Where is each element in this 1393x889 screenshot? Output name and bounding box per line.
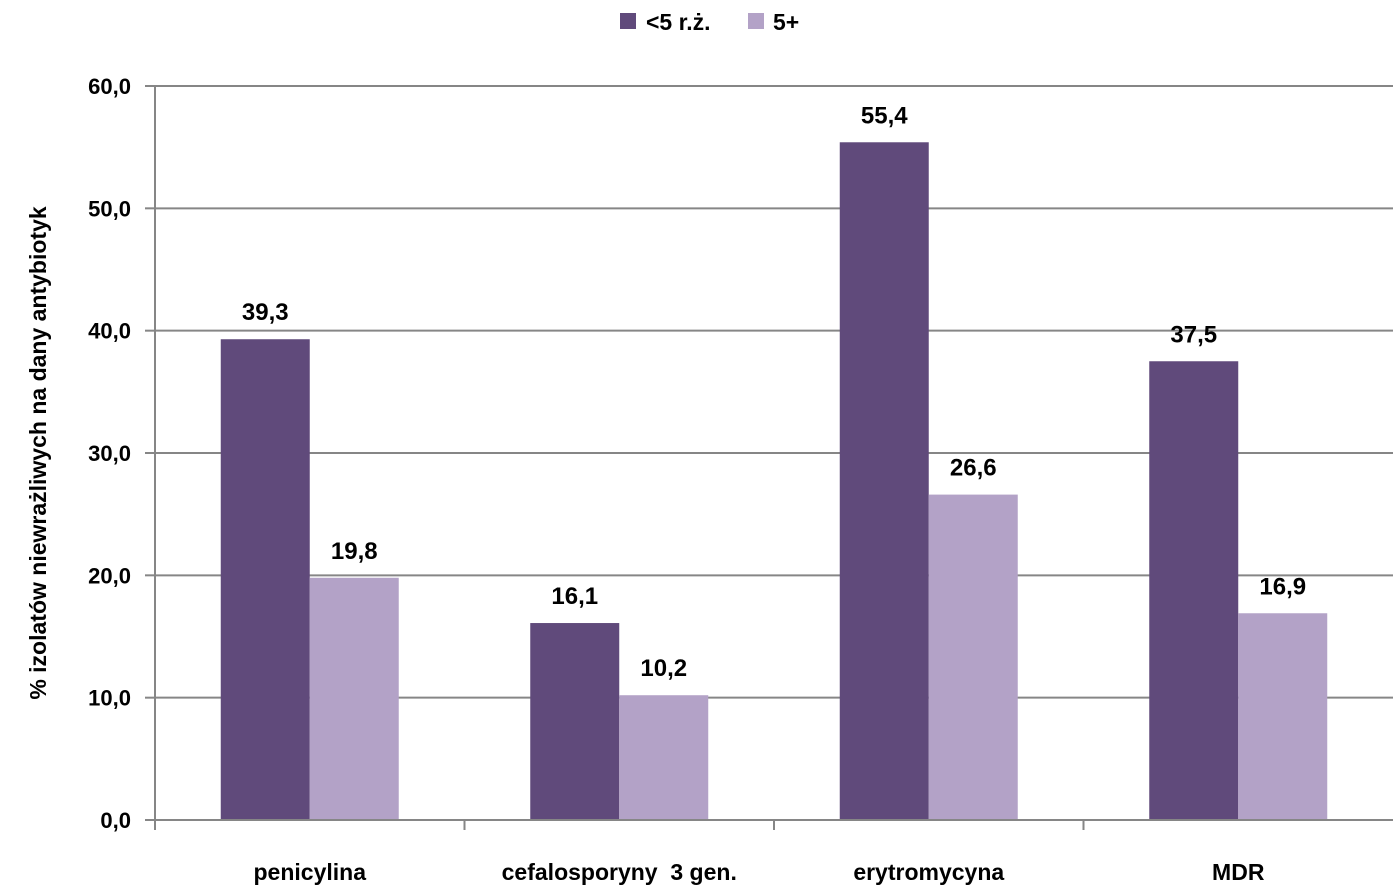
- bar: [309, 577, 399, 820]
- data-label: 55,4: [861, 102, 908, 129]
- bar: [530, 623, 620, 820]
- data-label: 10,2: [640, 655, 687, 682]
- data-label: 26,6: [950, 455, 997, 482]
- y-tick-label: 10,0: [88, 686, 131, 711]
- legend-label: <5 r.ż.: [646, 9, 711, 35]
- x-tick-label: erytromycyna: [853, 859, 1004, 885]
- y-tick-label: 30,0: [88, 441, 131, 466]
- bar: [220, 339, 310, 820]
- y-tick-label: 60,0: [88, 74, 131, 99]
- data-label: 16,1: [551, 583, 598, 610]
- bar: [928, 494, 1018, 820]
- y-tick-label: 50,0: [88, 196, 131, 221]
- data-label: 39,3: [242, 299, 289, 326]
- x-tick-label: MDR: [1212, 859, 1265, 885]
- y-axis-ticks: 0,0 10,0 20,0 30,0 40,0 50,0 60,0: [88, 74, 155, 833]
- legend-swatch: [748, 13, 764, 29]
- axes: [154, 86, 1393, 830]
- data-label: 37,5: [1170, 321, 1217, 348]
- y-tick-label: 0,0: [100, 808, 131, 833]
- data-label: 19,8: [331, 538, 378, 565]
- y-tick-label: 40,0: [88, 319, 131, 344]
- data-label: 16,9: [1259, 573, 1306, 600]
- bar: [839, 142, 929, 821]
- legend-label: 5+: [773, 9, 799, 35]
- x-tick-label: cefalosporyny 3 gen.: [502, 859, 737, 885]
- y-tick-label: 20,0: [88, 563, 131, 588]
- x-tick-label: penicylina: [254, 859, 367, 885]
- bar: [1238, 613, 1328, 820]
- legend-swatch: [620, 13, 636, 29]
- data-labels: 39,3 19,8 16,1 10,2 55,4 26,6 37,5 16,9: [242, 102, 1306, 682]
- bars: [220, 142, 1328, 821]
- bar: [619, 695, 709, 820]
- y-axis-title: % izolatów niewrażliwych na dany antybio…: [25, 206, 51, 700]
- bar: [1149, 361, 1239, 820]
- x-axis-labels: penicylina cefalosporyny 3 gen. erytromycy…: [254, 859, 1265, 885]
- legend: <5 r.ż. 5+: [620, 9, 799, 35]
